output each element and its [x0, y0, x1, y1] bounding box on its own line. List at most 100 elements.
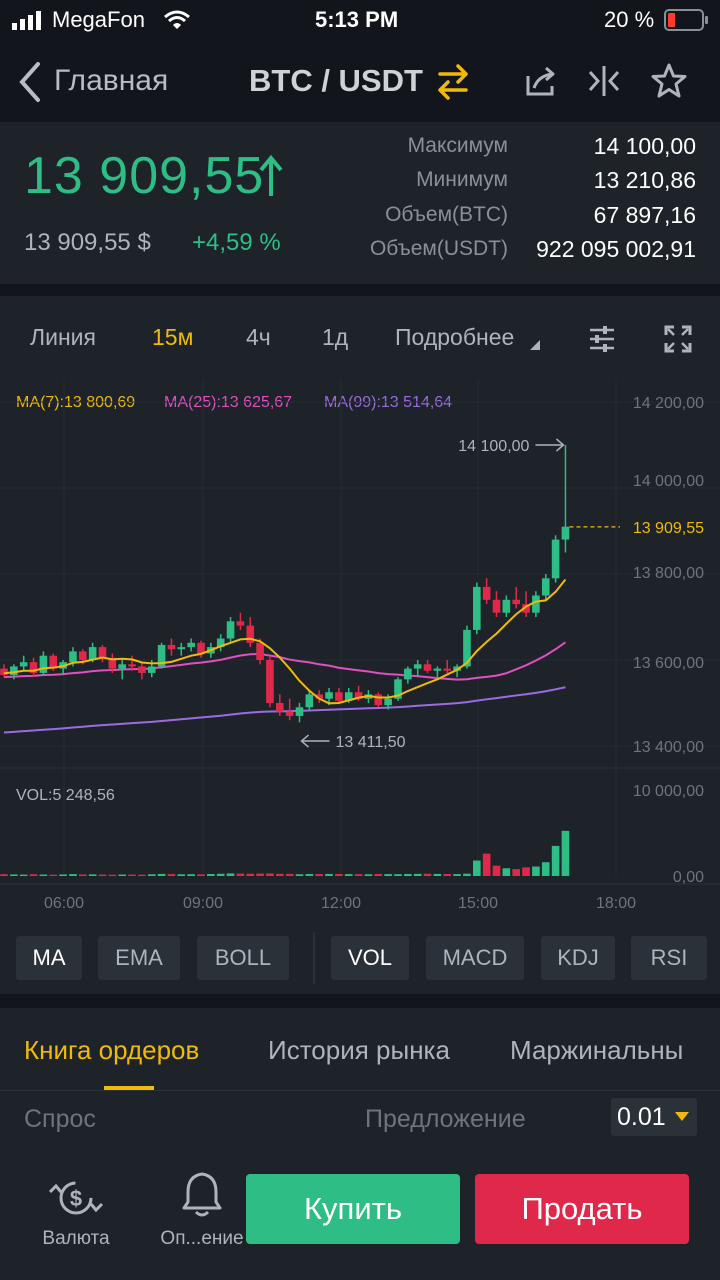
back-button[interactable]: Главная [54, 64, 169, 97]
currency-exchange-icon[interactable]: $ [46, 1174, 106, 1222]
ask-column-header: Предложение [365, 1105, 526, 1133]
volume-bar [79, 874, 87, 876]
x-tick-label: 06:00 [44, 895, 84, 912]
candle [0, 668, 8, 676]
ma25-line [3, 641, 567, 681]
volume-bar [374, 874, 383, 876]
volume-bar [315, 874, 323, 876]
volume-bar [463, 873, 471, 876]
bell-icon[interactable] [180, 1170, 224, 1220]
volume-bar [118, 874, 126, 876]
volume-bar [157, 873, 166, 876]
volume-bar [453, 874, 461, 876]
candle [492, 599, 501, 613]
alert-label[interactable]: Оп...ение [160, 1228, 244, 1249]
tab-margin[interactable]: Маржинальны [510, 1035, 684, 1065]
candle [266, 660, 274, 703]
volume-bar [236, 873, 245, 876]
volume-bar [276, 873, 284, 876]
indicator-macd-button[interactable]: MACD [426, 936, 524, 980]
volume-bar [354, 874, 363, 876]
candle [295, 707, 304, 716]
candle [532, 595, 540, 613]
indicator-ma-button[interactable]: MA [16, 936, 82, 980]
share-icon[interactable] [524, 64, 558, 98]
candle [473, 586, 481, 630]
candle [404, 668, 412, 680]
ticker-panel: 13 909,55 13 909,55 $ +4,59 % Максимум 1… [0, 122, 720, 284]
volume-bar [541, 862, 550, 876]
candle [541, 578, 550, 596]
candle [138, 666, 146, 673]
volume-bar [69, 874, 77, 876]
caret-down-icon [530, 340, 540, 350]
volume-bar [482, 853, 491, 876]
indicator-rsi-button[interactable]: RSI [631, 936, 707, 980]
indicator-kdj-button[interactable]: KDJ [541, 936, 615, 980]
candle [157, 644, 166, 667]
candle [315, 694, 323, 699]
swap-icon[interactable] [436, 64, 470, 100]
volume-bar [39, 874, 48, 876]
candle [463, 629, 471, 667]
nav-bar: Главная BTC / USDT [0, 40, 720, 122]
volume-bar [0, 874, 8, 876]
star-icon[interactable] [650, 62, 688, 100]
tab-timeframe-15m[interactable]: 15м [152, 324, 194, 350]
battery-percent: 20 % [604, 7, 655, 32]
fullscreen-icon[interactable] [664, 325, 692, 353]
battery-icon [664, 9, 708, 31]
volume-bar [561, 830, 570, 876]
volume-bar [522, 867, 530, 876]
tab-timeframe-4h[interactable]: 4ч [246, 324, 271, 350]
volume-bar [108, 874, 117, 876]
last-price: 13 909,55 [24, 147, 265, 205]
ma25-polyline [3, 641, 567, 681]
volume-bar [325, 873, 333, 876]
y-tick-label: 14 000,00 [633, 473, 704, 490]
arrow-up-icon [259, 154, 283, 196]
indicator-vol-button[interactable]: VOL [331, 936, 409, 980]
stat-vol-btc-label: Объем(BTC) [385, 203, 508, 226]
compare-icon[interactable] [586, 64, 622, 98]
volume-bar [305, 874, 314, 876]
pair-title[interactable]: BTC / USDT [249, 63, 423, 98]
candle [256, 642, 264, 660]
price-change: +4,59 % [192, 229, 281, 256]
buy-button[interactable]: Купить [246, 1174, 460, 1244]
tab-timeframe-line[interactable]: Линия [30, 324, 96, 350]
indicator-boll-button[interactable]: BOLL [197, 936, 289, 980]
candle [305, 694, 314, 708]
y-tick-label: 13 600,00 [633, 655, 704, 672]
indicator-ema-button[interactable]: EMA [98, 936, 180, 980]
tab-order-book[interactable]: Книга ордеров [24, 1035, 200, 1065]
candlestick-chart[interactable]: 14 100,00 13 411,50 14 200,00 14 000,00 13 … [0, 380, 720, 920]
candle [482, 586, 491, 600]
candle [561, 526, 570, 540]
volume-bar [502, 868, 511, 876]
ma99-line [3, 686, 566, 734]
currency-label[interactable]: Валюта [42, 1228, 110, 1249]
precision-value: 0.01 [617, 1103, 666, 1131]
volume-bar [266, 873, 274, 876]
candle [49, 655, 58, 669]
candle [216, 638, 225, 648]
tab-timeframe-1d[interactable]: 1д [322, 324, 349, 350]
tab-market-history[interactable]: История рынка [268, 1035, 450, 1065]
candle [79, 651, 87, 660]
candle [10, 666, 18, 676]
chevron-left-icon[interactable] [16, 60, 42, 104]
precision-select[interactable]: 0.01 [611, 1098, 697, 1136]
high-marker-label: 14 100,00 [458, 438, 529, 455]
stat-low-value: 13 210,86 [593, 167, 696, 193]
tab-timeframe-more[interactable]: Подробнее [395, 324, 515, 350]
sell-button[interactable]: Продать [475, 1174, 689, 1244]
volume-bar [128, 874, 136, 876]
current-price-label: 13 909,55 [633, 520, 704, 537]
volume-bar [404, 874, 412, 876]
candle [413, 664, 422, 669]
candle [551, 539, 560, 579]
candle [118, 664, 126, 669]
chart-panel: Линия 15м 4ч 1д Подробнее MA(7):13 800,6… [0, 296, 720, 994]
settings-sliders-icon[interactable] [588, 324, 616, 354]
